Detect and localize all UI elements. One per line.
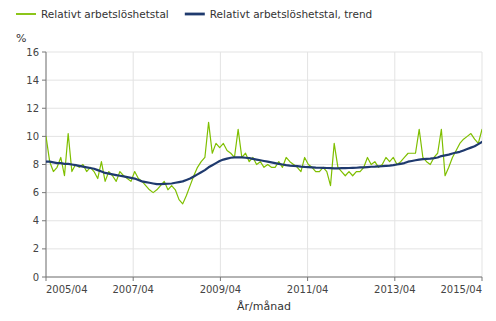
tick-label-x: 2013/04 bbox=[374, 284, 416, 295]
grid-line-y bbox=[46, 136, 482, 137]
grid-line-y bbox=[46, 277, 482, 278]
y-axis-label: % bbox=[16, 32, 26, 45]
grid-line-y bbox=[46, 80, 482, 81]
tick-x bbox=[220, 277, 221, 281]
tick-label-y: 2 bbox=[33, 243, 39, 254]
chart-container: 0 2 4 6 8 10 12 14 16 2005/04 2007/04 2009/04 2011/0… bbox=[0, 0, 496, 321]
grid-line-x bbox=[482, 52, 483, 277]
tick-x bbox=[394, 277, 395, 281]
tick-label-y: 10 bbox=[26, 131, 39, 142]
tick-x bbox=[307, 277, 308, 281]
tick-label-y: 4 bbox=[33, 215, 39, 226]
grid bbox=[46, 52, 482, 277]
grid-line-x bbox=[46, 52, 47, 277]
tick-y bbox=[42, 108, 46, 109]
grid-line-x bbox=[220, 52, 221, 277]
legend-label: Relativt arbetslöshetstal bbox=[41, 8, 169, 20]
grid-line-y bbox=[46, 108, 482, 109]
axis-line-x bbox=[46, 277, 482, 278]
tick-x bbox=[133, 277, 134, 281]
tick-x bbox=[46, 277, 47, 281]
series-line bbox=[46, 122, 482, 204]
grid-line-y bbox=[46, 220, 482, 221]
tick-label-y: 6 bbox=[33, 187, 39, 198]
tick-x bbox=[482, 277, 483, 281]
tick-label-y: 8 bbox=[33, 159, 39, 170]
chart-svg: 0 2 4 6 8 10 12 14 16 2005/04 2007/04 2009/04 2011/0… bbox=[0, 0, 496, 321]
tick-label-y: 12 bbox=[26, 103, 39, 114]
tick-y bbox=[42, 164, 46, 165]
background bbox=[0, 0, 496, 321]
grid-line-y bbox=[46, 192, 482, 193]
tick-y bbox=[42, 80, 46, 81]
legend-label: Relativt arbetslöshetstal, trend bbox=[210, 8, 372, 20]
tick-y bbox=[42, 192, 46, 193]
lines bbox=[46, 122, 482, 204]
tick-label-y: 0 bbox=[33, 272, 39, 283]
legend-swatch bbox=[185, 13, 205, 16]
tick-y bbox=[42, 248, 46, 249]
tick-label-x: 2007/04 bbox=[112, 284, 154, 295]
grid-line-y bbox=[46, 248, 482, 249]
tick-label-x: 2011/04 bbox=[287, 284, 329, 295]
tick-label-y: 16 bbox=[26, 47, 39, 58]
axis-line-y bbox=[46, 52, 47, 277]
grid-line-y bbox=[46, 164, 482, 165]
tick-label-x: 2015/04 bbox=[440, 284, 482, 295]
series-line bbox=[46, 142, 482, 184]
tick-label-x: 2009/04 bbox=[200, 284, 242, 295]
grid-line-x bbox=[133, 52, 134, 277]
legend-swatch bbox=[16, 13, 36, 15]
tick-label-y: 14 bbox=[26, 75, 39, 86]
tick-y bbox=[42, 220, 46, 221]
tick-y bbox=[42, 277, 46, 278]
axes: 0 2 4 6 8 10 12 14 16 2005/04 2007/04 2009/04 2011/0… bbox=[26, 47, 482, 296]
grid-line-y bbox=[46, 52, 482, 53]
tick-label-x: 2005/04 bbox=[46, 284, 88, 295]
tick-y bbox=[42, 52, 46, 53]
x-axis-label: År/månad bbox=[237, 300, 291, 313]
legend: Relativt arbetslöshetstal Relativt arbets… bbox=[16, 8, 372, 20]
tick-y bbox=[42, 136, 46, 137]
